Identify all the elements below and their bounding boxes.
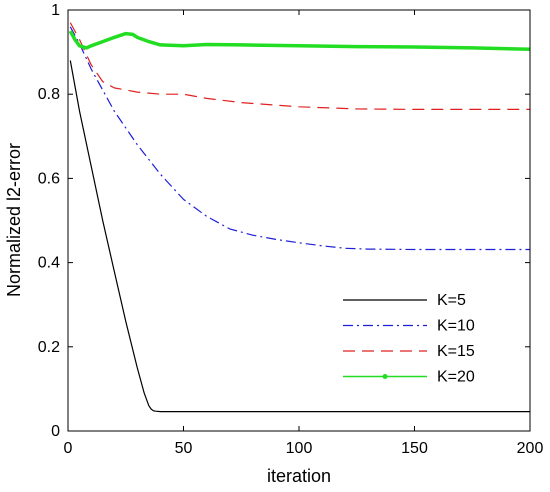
x-tick-label: 100 [286, 440, 313, 457]
y-tick-label: 0.6 [38, 170, 60, 187]
legend: K=5 K=10 K=15 K=20 [343, 292, 475, 386]
y-axis-label: Normalized l2-error [4, 143, 24, 297]
axes-layer: 0 50 100 150 200 0 0.2 0.4 0.6 0.8 1 [38, 2, 544, 457]
legend-label: K=5 [437, 292, 466, 309]
legend-label: K=20 [437, 369, 475, 386]
y-tick-label: 0.8 [38, 86, 60, 103]
legend-label: K=15 [437, 343, 475, 360]
y-tick-label: 0.2 [38, 339, 60, 356]
series-line-k-20 [68, 30, 530, 51]
series-line-k-10 [69, 26, 530, 251]
series-line-k-5 [69, 60, 530, 413]
y-tick-label: 1 [51, 2, 60, 19]
legend-marker [382, 374, 388, 379]
series-layer [68, 22, 530, 413]
legend-label: K=10 [437, 318, 475, 335]
x-tick-label: 50 [175, 440, 193, 457]
x-tick-label: 0 [64, 440, 73, 457]
x-tick-label: 200 [517, 440, 544, 457]
y-tick-label: 0 [51, 423, 60, 440]
x-tick-label: 150 [401, 440, 428, 457]
x-axis-label: iteration [267, 466, 331, 486]
series-line-k-15 [69, 22, 530, 111]
y-tick-label: 0.4 [38, 255, 60, 272]
